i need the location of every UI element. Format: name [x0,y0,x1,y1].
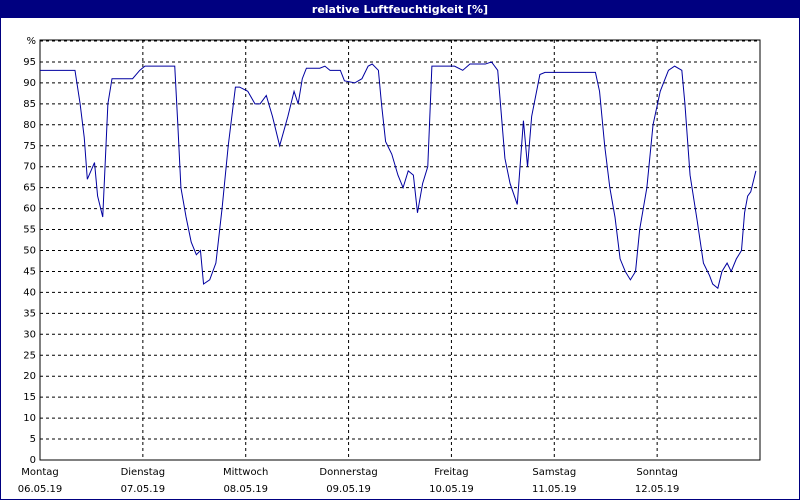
y-tick-label: 95 [23,57,36,68]
y-tick-label: 0 [30,455,36,466]
y-tick-label: 30 [23,329,36,340]
x-tick-day: Sonntag [636,467,678,478]
y-tick-label: 10 [23,413,36,424]
x-tick-day: Samstag [532,467,576,478]
y-tick-label: 55 [23,225,36,236]
y-tick-label: % [26,36,36,47]
y-tick-label: 75 [23,141,36,152]
x-tick-day: Montag [21,467,58,478]
y-tick-label: 70 [23,162,36,173]
x-tick-label: 12.05.19 [635,484,680,495]
title-bar [0,0,800,18]
y-tick-label: 40 [23,287,36,298]
x-tick-label: 06.05.19 [18,484,63,495]
x-tick-label: 08.05.19 [223,484,268,495]
x-tick-label: 07.05.19 [121,484,166,495]
y-tick-label: 5 [30,434,36,445]
x-tick-label: 11.05.19 [532,484,577,495]
y-tick-label: 20 [23,371,36,382]
y-tick-label: 45 [23,266,36,277]
y-tick-label: 50 [23,246,36,257]
y-tick-label: 35 [23,308,36,319]
y-tick-label: 15 [23,392,36,403]
x-tick-day: Donnerstag [319,467,377,478]
x-tick-label: 10.05.19 [429,484,474,495]
y-tick-label: 65 [23,183,36,194]
data-line [40,61,757,290]
chart-title: relative Luftfeuchtigkeit [%] [312,3,488,16]
y-tick-label: 25 [23,350,36,361]
y-tick-label: 80 [23,120,36,131]
y-tick-label: 60 [23,204,36,215]
y-tick-label: 85 [23,99,36,110]
plot-border [39,39,761,461]
x-tick-day: Freitag [434,467,468,478]
x-tick-label: 09.05.19 [326,484,371,495]
x-tick-day: Mittwoch [223,467,268,478]
y-tick-label: 90 [23,78,36,89]
x-tick-day: Dienstag [121,467,166,478]
